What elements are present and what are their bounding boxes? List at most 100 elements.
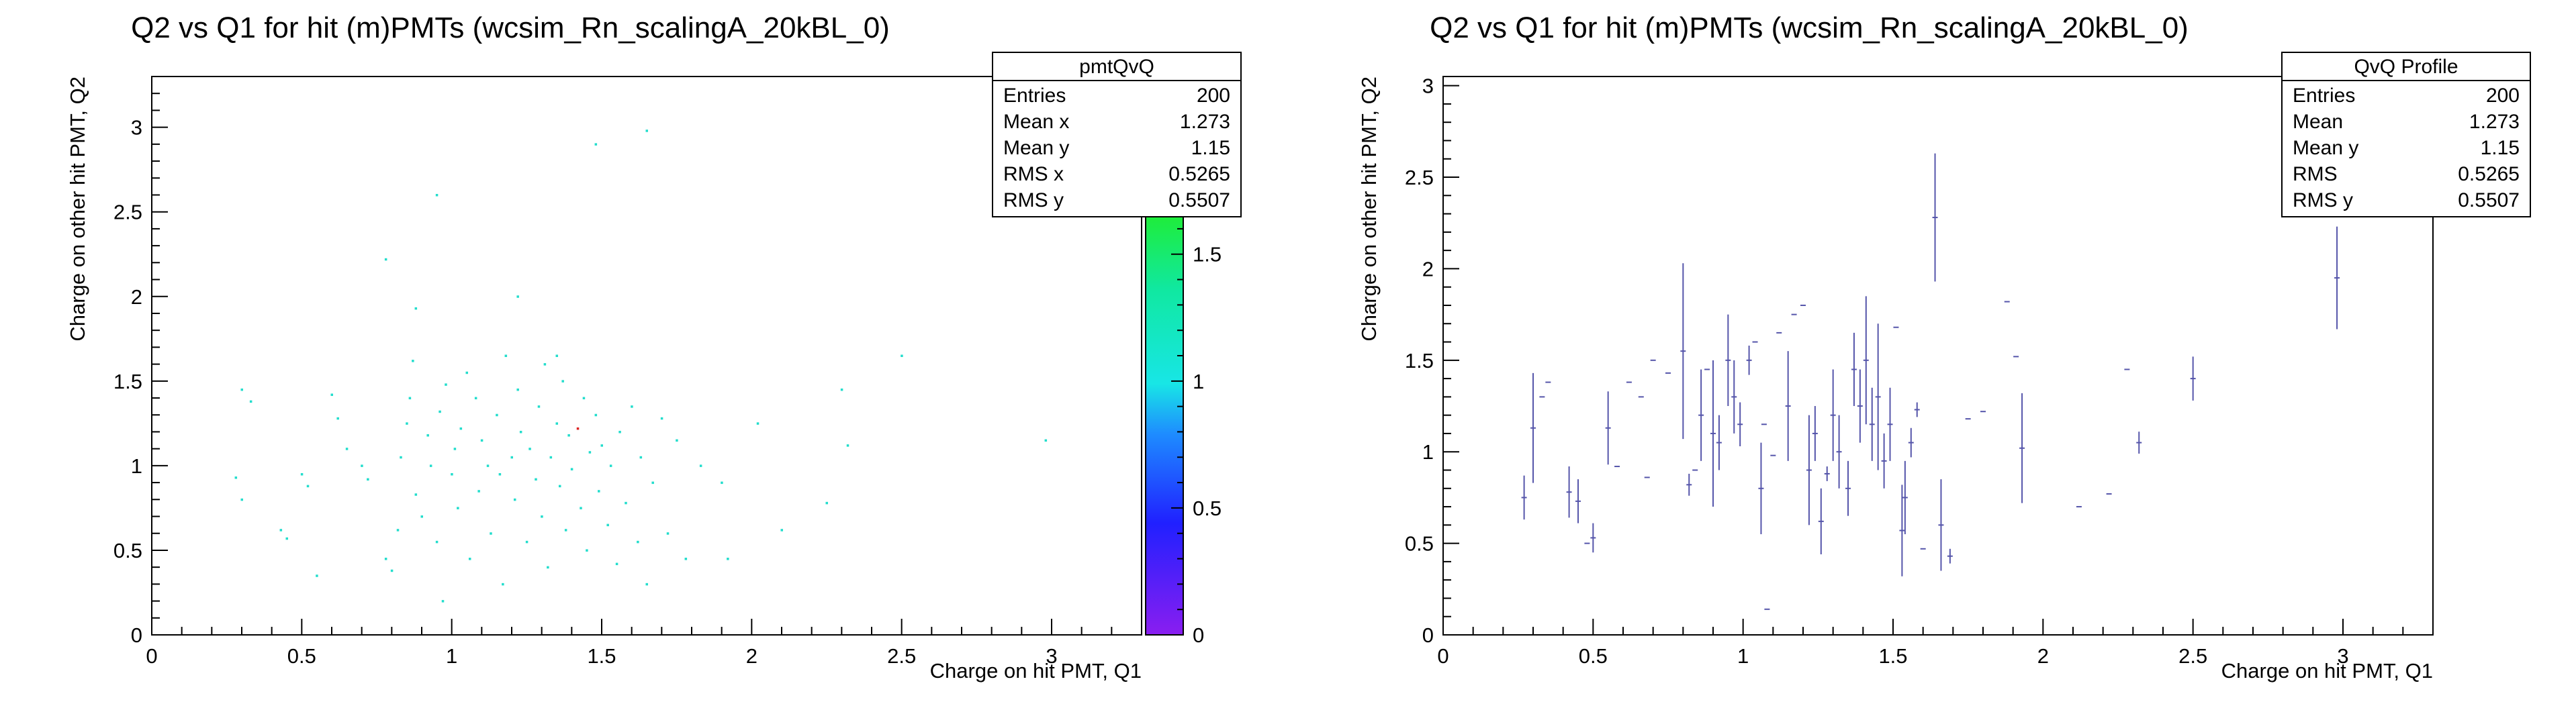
- stats-row-value: 200: [1197, 85, 1230, 107]
- histogram-cell: [537, 405, 541, 408]
- stats-row-label: RMS y: [2293, 189, 2353, 211]
- x-tick-label: 1: [1737, 644, 1749, 668]
- histogram-cell: [406, 422, 408, 425]
- stats-row-value: 1.15: [1191, 137, 1230, 159]
- histogram-cell: [408, 397, 412, 400]
- histogram-cell: [555, 354, 558, 357]
- histogram-cell: [609, 464, 612, 467]
- left-y-axis-label: Charge on other hit PMT, Q2: [66, 77, 89, 342]
- histogram-cell: [519, 430, 522, 434]
- stats-row-value: 0.5507: [1168, 189, 1230, 211]
- histogram-cell: [384, 258, 387, 261]
- x-tick-label: 2.5: [2178, 644, 2207, 668]
- histogram-cell: [336, 417, 339, 420]
- stats-row-label: RMS y: [1003, 189, 1064, 211]
- histogram-cell: [625, 501, 627, 505]
- histogram-cell: [306, 485, 310, 488]
- histogram-cell: [756, 422, 760, 425]
- histogram-cell: [588, 451, 592, 454]
- histogram-cell: [901, 354, 903, 357]
- histogram-cell: [684, 558, 688, 560]
- x-tick-label: 0.5: [1579, 644, 1608, 668]
- x-tick-label: 3: [2337, 644, 2348, 668]
- histogram-cell: [240, 498, 243, 501]
- histogram-cell: [300, 472, 304, 476]
- histogram-cell: [582, 397, 586, 400]
- histogram-cell: [543, 363, 547, 366]
- y-tick-label: 2: [131, 285, 142, 309]
- histogram-cell: [435, 540, 439, 544]
- histogram-cell: [598, 490, 600, 493]
- histogram-cell: [420, 515, 423, 518]
- histogram-cell: [567, 434, 570, 437]
- histogram-cell: [645, 583, 648, 586]
- histogram-cell: [525, 540, 528, 544]
- histogram-cell: [721, 481, 723, 485]
- histogram-cell: [441, 600, 445, 603]
- color-bar-tick-label: 1.5: [1193, 243, 1222, 266]
- right-axes: 0 0.5 1 1.5 2 2.5 3 0 0.5 1 1.5 2 2.5 3: [1405, 74, 2434, 668]
- y-tick-label: 0: [1422, 623, 1434, 647]
- x-tick-label: 2.5: [887, 644, 916, 668]
- histogram-cell: [564, 529, 567, 532]
- histogram-cell: [586, 549, 588, 552]
- histogram-cell: [576, 427, 580, 430]
- histogram-cell: [426, 434, 429, 437]
- histogram-cell: [480, 439, 484, 442]
- y-tick-label: 2.5: [113, 201, 142, 224]
- y-tick-label: 2: [1422, 257, 1434, 281]
- histogram-cell: [535, 478, 537, 481]
- histogram-cell: [445, 383, 447, 386]
- histogram-cell: [285, 537, 288, 540]
- histogram-cell: [384, 558, 387, 560]
- x-tick-label: 3: [1046, 644, 1057, 668]
- histogram-cell: [561, 380, 564, 383]
- histogram-cell: [594, 143, 598, 146]
- histogram-cell: [846, 444, 849, 447]
- histogram-cell: [570, 468, 573, 470]
- histogram-panel: Q2 vs Q1 for hit (m)PMTs (wcsim_Rn_scali…: [66, 11, 1242, 683]
- histogram-cell: [780, 529, 783, 532]
- histogram-cell: [459, 427, 463, 430]
- stats-row-value: 0.5265: [2458, 163, 2520, 185]
- stats-row-value: 1.273: [1180, 111, 1230, 133]
- y-tick-label: 0: [131, 623, 142, 647]
- left-plot-frame: [151, 76, 1142, 636]
- histogram-cell: [496, 413, 498, 417]
- x-tick-label: 0.5: [287, 644, 316, 668]
- y-tick-label: 3: [1422, 74, 1434, 98]
- histogram-cell: [279, 529, 283, 532]
- y-tick-label: 0.5: [113, 539, 142, 562]
- histogram-cell: [541, 515, 543, 518]
- histogram-cell: [468, 558, 471, 560]
- stats-row-value: 0.5265: [1168, 163, 1230, 185]
- histogram-cell: [477, 490, 480, 493]
- y-tick-label: 1: [1422, 440, 1434, 464]
- histogram-cell: [516, 388, 519, 391]
- stats-row-label: Mean y: [1003, 137, 1069, 159]
- x-tick-label: 0: [146, 644, 157, 668]
- histogram-cell: [631, 405, 633, 408]
- histogram-cell: [502, 583, 504, 586]
- histogram-cell: [249, 400, 252, 403]
- histogram-cell: [594, 413, 598, 417]
- stats-row-value: 0.5507: [2458, 189, 2520, 211]
- stats-row-value: 1.15: [2481, 137, 2520, 159]
- histogram-cell: [600, 444, 603, 447]
- histogram-cell: [240, 388, 243, 391]
- histogram-cell: [345, 448, 349, 450]
- histogram-cell: [660, 417, 663, 420]
- histogram-cell: [547, 566, 549, 569]
- left-chart-title: Q2 vs Q1 for hit (m)PMTs (wcsim_Rn_scali…: [131, 11, 890, 44]
- histogram-cell: [429, 464, 432, 467]
- stats-box-frame: [992, 52, 1242, 217]
- x-tick-label: 2: [746, 644, 757, 668]
- stats-row-label: Mean: [2293, 111, 2343, 133]
- histogram-cell: [361, 464, 363, 467]
- y-tick-label: 1.5: [113, 370, 142, 393]
- x-tick-label: 2: [2037, 644, 2049, 668]
- x-tick-label: 1.5: [587, 644, 616, 668]
- histogram-cell: [451, 472, 453, 476]
- profile-panel: Q2 vs Q1 for hit (m)PMTs (wcsim_Rn_scali…: [1357, 11, 2531, 683]
